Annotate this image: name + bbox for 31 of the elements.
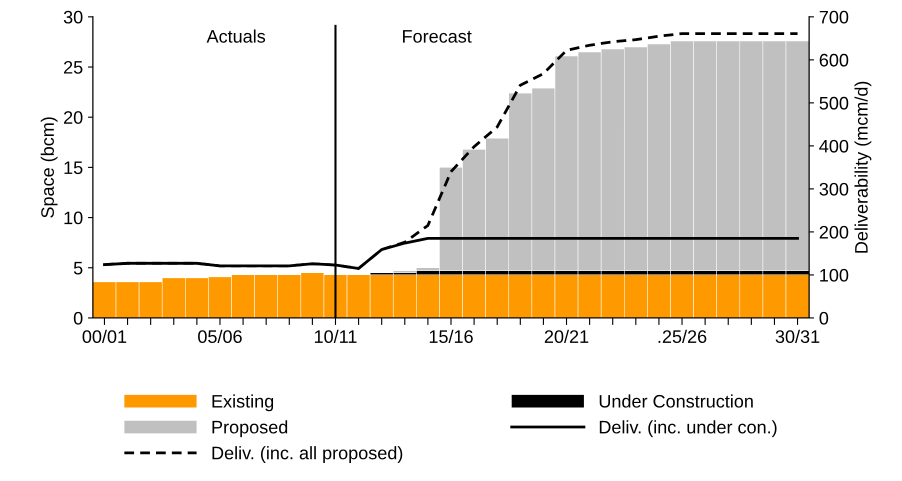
y-tick-label: 30 [64, 10, 82, 24]
y2-tick-label: 200 [820, 226, 848, 239]
y2-tick-label: 0 [820, 312, 828, 325]
y-tick-label: 0 [74, 312, 82, 325]
y-tick-label: 25 [64, 60, 82, 74]
y-tick-label: 10 [64, 212, 82, 224]
x-tick-label: 05/06 [198, 330, 242, 344]
x-tick-label: 10/11 [314, 330, 357, 344]
annotation: Actuals [206, 29, 266, 43]
y-tick-label: 15 [64, 162, 82, 174]
legend-label: Deliv. (inc. under con.) [600, 420, 777, 438]
legend-label: Proposed [212, 420, 288, 438]
legend-label: Under Construction [600, 394, 753, 408]
x-tick-label: 20/21 [544, 330, 588, 344]
y2-tick-label: 400 [819, 140, 848, 153]
x-tick-label: 00/01 [82, 330, 126, 344]
y2-tick-label: 100 [820, 268, 848, 282]
annotation: Forecast [403, 30, 472, 43]
y-tick-label: 5 [74, 262, 82, 274]
y2-tick-label: 500 [820, 96, 848, 110]
x-tick-label: 30/31 [776, 330, 820, 344]
x-tick-label: .25/26 [658, 330, 706, 344]
x-tick-label: 15/16 [430, 330, 473, 344]
y2-tick-label: 300 [820, 182, 848, 196]
y2-tick-label: 700 [820, 10, 848, 24]
y-tick-label: 20 [64, 111, 82, 124]
legend-label: Existing [212, 394, 274, 412]
legend-label: Deliv. (inc. all proposed) [212, 446, 402, 463]
y2-axis-title: Deliverability (mcm/d) [854, 82, 872, 253]
y-axis-title: Space (bcm) [40, 117, 58, 218]
y2-tick-label: 600 [820, 54, 848, 67]
